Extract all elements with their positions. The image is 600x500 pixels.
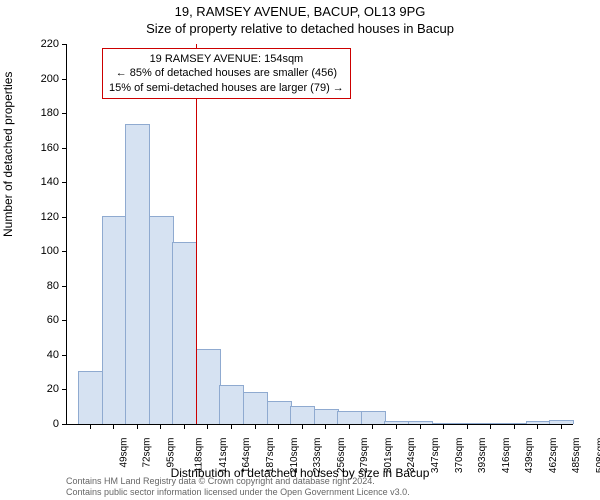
- ytick-mark: [62, 389, 67, 390]
- xtick-mark: [490, 424, 491, 429]
- ytick-label: 100: [29, 245, 59, 257]
- xtick-mark: [160, 424, 161, 429]
- ytick-label: 60: [29, 314, 59, 326]
- chart-area: 19 RAMSEY AVENUE: 154sqm ← 85% of detach…: [66, 44, 572, 424]
- ytick-mark: [62, 182, 67, 183]
- bar: [196, 349, 221, 424]
- chart-subtitle: Size of property relative to detached ho…: [0, 19, 600, 36]
- bar: [219, 385, 244, 424]
- bar: [102, 216, 127, 424]
- annotation-box: 19 RAMSEY AVENUE: 154sqm ← 85% of detach…: [102, 48, 351, 99]
- ytick-label: 40: [29, 349, 59, 361]
- bar: [502, 423, 527, 424]
- bar: [337, 411, 362, 424]
- reference-line: [196, 44, 197, 424]
- bar: [384, 421, 409, 424]
- bar: [267, 401, 292, 424]
- bar-series: [67, 44, 573, 424]
- annotation-line3: 15% of semi-detached houses are larger (…: [109, 81, 344, 95]
- annotation-line1: 19 RAMSEY AVENUE: 154sqm: [109, 52, 344, 66]
- xtick-mark: [537, 424, 538, 429]
- ytick-mark: [62, 424, 67, 425]
- bar: [432, 423, 457, 424]
- xtick-mark: [325, 424, 326, 429]
- xtick-mark: [184, 424, 185, 429]
- y-axis-label: Number of detached properties: [1, 72, 15, 237]
- xtick-mark: [349, 424, 350, 429]
- bar: [149, 216, 174, 424]
- ytick-mark: [62, 217, 67, 218]
- xtick-mark: [137, 424, 138, 429]
- ytick-mark: [62, 44, 67, 45]
- bar: [361, 411, 386, 424]
- xtick-mark: [90, 424, 91, 429]
- xtick-label: 49sqm: [118, 438, 129, 468]
- xtick-label: 72sqm: [142, 438, 153, 468]
- bar: [125, 124, 150, 424]
- xtick-mark: [467, 424, 468, 429]
- plot-region: 19 RAMSEY AVENUE: 154sqm ← 85% of detach…: [66, 44, 573, 425]
- ytick-label: 160: [29, 142, 59, 154]
- ytick-label: 120: [29, 211, 59, 223]
- xtick-mark: [372, 424, 373, 429]
- ytick-label: 180: [29, 107, 59, 119]
- ytick-label: 20: [29, 383, 59, 395]
- bar: [549, 420, 574, 424]
- xtick-mark: [231, 424, 232, 429]
- ytick-mark: [62, 286, 67, 287]
- ytick-mark: [62, 320, 67, 321]
- annotation-line2: ← 85% of detached houses are smaller (45…: [109, 66, 344, 80]
- bar: [408, 421, 433, 424]
- ytick-label: 80: [29, 280, 59, 292]
- bar: [243, 392, 268, 424]
- chart-title: 19, RAMSEY AVENUE, BACUP, OL13 9PG: [0, 0, 600, 19]
- xtick-mark: [278, 424, 279, 429]
- bar: [314, 409, 339, 424]
- xtick-mark: [396, 424, 397, 429]
- ytick-label: 200: [29, 73, 59, 85]
- footer-attribution: Contains HM Land Registry data © Crown c…: [66, 476, 410, 498]
- xtick-mark: [255, 424, 256, 429]
- xtick-mark: [207, 424, 208, 429]
- ytick-mark: [62, 148, 67, 149]
- bar: [78, 371, 103, 424]
- bar: [526, 421, 551, 424]
- footer-line2: Contains public sector information licen…: [66, 487, 410, 498]
- xtick-mark: [113, 424, 114, 429]
- ytick-label: 140: [29, 176, 59, 188]
- ytick-label: 0: [29, 418, 59, 430]
- ytick-label: 220: [29, 38, 59, 50]
- xtick-mark: [443, 424, 444, 429]
- xtick-mark: [514, 424, 515, 429]
- bar: [172, 242, 197, 424]
- ytick-mark: [62, 355, 67, 356]
- bar: [290, 406, 315, 424]
- xtick-mark: [302, 424, 303, 429]
- bar: [455, 423, 480, 424]
- ytick-mark: [62, 113, 67, 114]
- bar: [479, 423, 504, 424]
- ytick-mark: [62, 251, 67, 252]
- xtick-mark: [420, 424, 421, 429]
- xtick-mark: [561, 424, 562, 429]
- xtick-label: 95sqm: [165, 438, 176, 468]
- footer-line1: Contains HM Land Registry data © Crown c…: [66, 476, 410, 487]
- ytick-mark: [62, 79, 67, 80]
